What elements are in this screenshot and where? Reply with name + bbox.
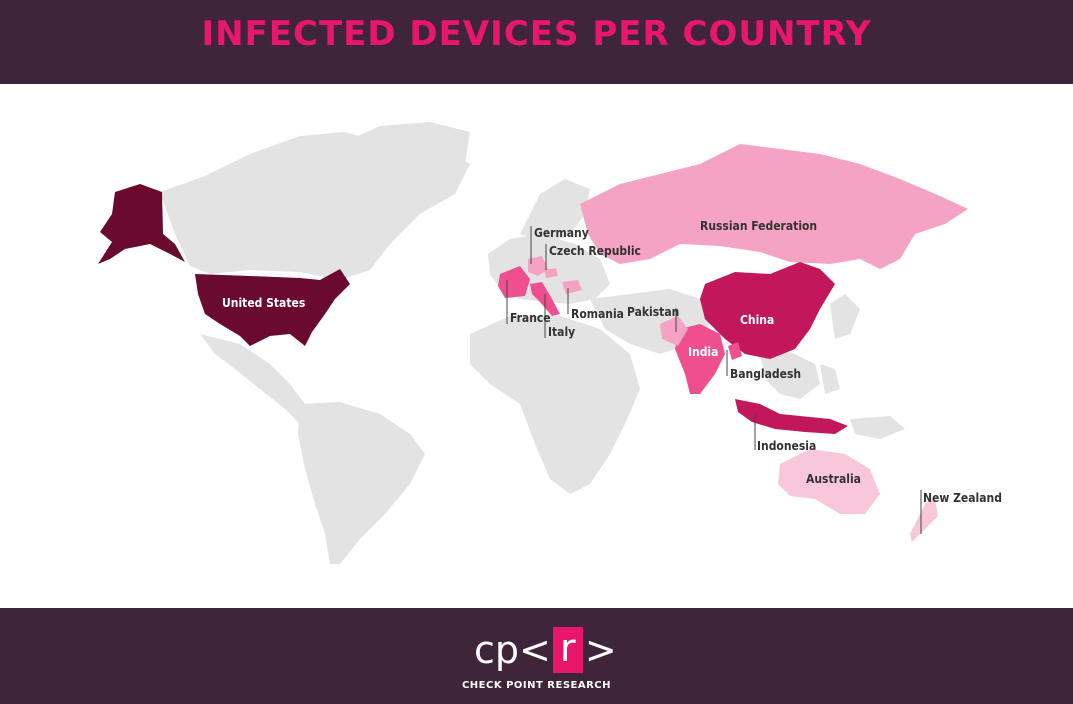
country-pakistan <box>660 316 688 346</box>
land-papua <box>850 416 905 439</box>
country-bangladesh <box>728 342 742 360</box>
base-land <box>160 122 905 564</box>
leader-lines <box>506 226 922 534</box>
country-alaska <box>98 184 185 264</box>
logo-close: > <box>584 628 617 672</box>
label-india: India <box>688 345 718 359</box>
page-title: INFECTED DEVICES PER COUNTRY <box>201 14 872 54</box>
country-germany <box>528 256 548 276</box>
logo-tagline: CHECK POINT RESEARCH <box>461 680 612 691</box>
country-labels: United States China Indonesia India Fran… <box>222 219 1002 505</box>
country-india <box>675 324 725 394</box>
world-map: United States China Indonesia India Fran… <box>0 84 1073 608</box>
logo-r: r <box>552 627 583 673</box>
country-united-states <box>195 269 350 346</box>
label-indonesia: Indonesia <box>757 439 816 453</box>
label-bangladesh: Bangladesh <box>730 367 801 381</box>
label-italy: Italy <box>548 325 575 339</box>
footer-banner: cp< r > CHECK POINT RESEARCH <box>0 608 1073 704</box>
label-new-zealand: New Zealand <box>923 491 1002 505</box>
logo-cp: cp< <box>474 628 551 672</box>
label-pakistan: Pakistan <box>627 305 679 319</box>
country-russian-federation <box>580 144 968 269</box>
land-greenland <box>340 122 470 214</box>
country-china <box>700 262 835 359</box>
land-scandinavia <box>520 179 590 244</box>
label-russian-federation: Russian Federation <box>700 219 817 233</box>
land-africa <box>470 316 640 494</box>
label-united-states: United States <box>222 296 305 310</box>
land-japan <box>830 294 860 339</box>
country-france <box>498 266 530 298</box>
country-indonesia <box>735 399 848 434</box>
land-south-america <box>298 402 425 564</box>
label-china: China <box>740 313 774 327</box>
land-philippines <box>820 364 840 394</box>
country-australia <box>778 449 880 514</box>
label-romania: Romania <box>571 307 624 321</box>
country-new-zealand <box>910 499 938 542</box>
label-france: France <box>510 311 551 325</box>
land-se-asia <box>760 352 820 399</box>
title-banner: INFECTED DEVICES PER COUNTRY <box>0 0 1073 84</box>
country-czech-republic <box>544 268 558 278</box>
country-romania <box>562 280 582 294</box>
label-australia: Australia <box>806 472 861 486</box>
land-mexico <box>200 334 315 424</box>
label-czech-republic: Czech Republic <box>549 244 641 258</box>
cpr-logo: cp< r > <box>474 627 617 673</box>
world-map-svg: United States China Indonesia India Fran… <box>98 122 1002 564</box>
label-germany: Germany <box>534 226 589 240</box>
